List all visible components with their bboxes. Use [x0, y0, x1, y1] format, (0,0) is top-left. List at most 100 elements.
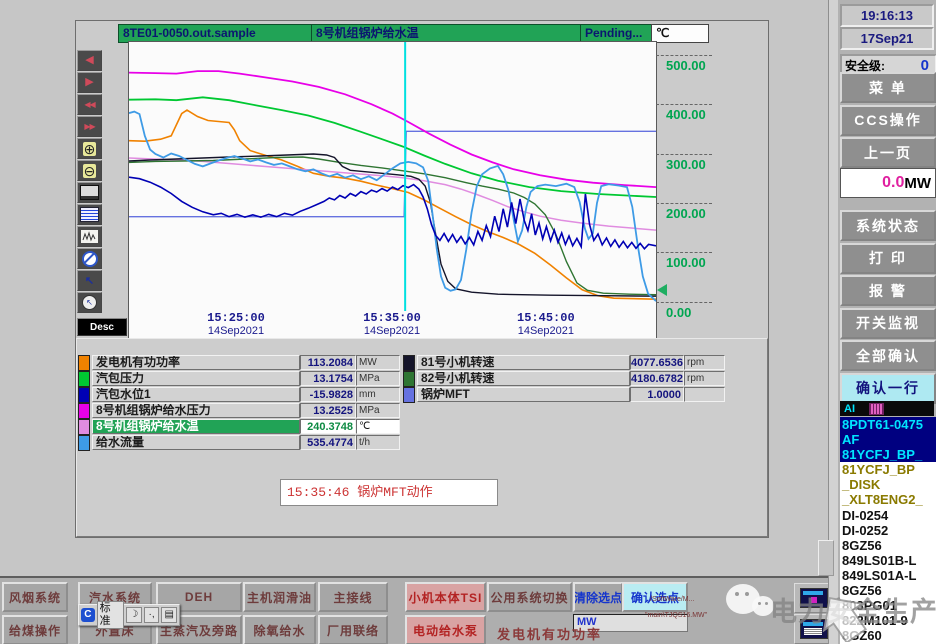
sidebar-button[interactable]: 全部确认: [840, 340, 936, 371]
legend-label[interactable]: 给水流量: [92, 435, 300, 450]
sidebar-handle[interactable]: [818, 540, 834, 576]
left-arrow-icon: ◀: [85, 54, 94, 66]
legend-label[interactable]: 8号机组锅炉给水压力: [92, 403, 300, 418]
display-mode-button[interactable]: [77, 182, 102, 203]
alarm-item[interactable]: 849LS01B-L: [842, 552, 917, 568]
legend-row[interactable]: 汽包压力 13.1754 MPa: [78, 371, 400, 387]
y-gridline: [656, 104, 712, 106]
trend-line-7: [129, 110, 656, 302]
fast-forward-button[interactable]: ▶▶: [77, 116, 102, 137]
menu-button[interactable]: 清除选点: [573, 582, 623, 612]
alarm-item[interactable]: 8GZ56: [842, 537, 882, 553]
menu-button[interactable]: 确认选点: [622, 582, 688, 612]
point-path-text: "main\TJQS16.MW": [645, 612, 708, 619]
alarm-item[interactable]: 8GZ60: [842, 628, 882, 644]
alarm-item[interactable]: DI-0252: [842, 522, 889, 538]
alarm-item[interactable]: 822M101-9: [842, 613, 908, 629]
sidebar-button[interactable]: 打 印: [840, 242, 936, 274]
security-level-label: 安全级:: [845, 59, 885, 73]
menu-button[interactable]: 主接线: [318, 582, 388, 612]
alarm-item[interactable]: _DISK: [840, 477, 936, 493]
series-color-chip: [78, 355, 90, 371]
trend-view-button[interactable]: [77, 226, 102, 247]
ime-punct-icon[interactable]: ·,: [143, 607, 160, 623]
pointer-select-button[interactable]: ↖: [77, 292, 102, 313]
y-tick-label: 0.00: [666, 304, 692, 320]
legend-row[interactable]: 给水流量 535.4774 t/h: [78, 435, 400, 451]
sidebar-button[interactable]: 报 警: [840, 275, 936, 306]
menu-button[interactable]: 风烟系统: [2, 582, 68, 612]
sidebar-button[interactable]: CCS操作: [840, 104, 936, 136]
menu-button[interactable]: DEH: [156, 582, 242, 612]
zoom-out-button[interactable]: ⊖: [77, 160, 102, 181]
alarm-item[interactable]: _XLT8ENG2_: [840, 492, 936, 508]
alarm-filter-icon[interactable]: [869, 402, 884, 415]
right-arrow-icon: ▶: [85, 76, 94, 88]
legend-label[interactable]: 82号小机转速: [417, 371, 630, 386]
menu-button[interactable]: 公用系统切换: [487, 582, 572, 612]
menu-button[interactable]: 除氧给水: [243, 615, 316, 644]
legend-row[interactable]: 81号小机转速 4077.6536 rpm: [403, 355, 725, 371]
disable-button[interactable]: [77, 248, 102, 269]
table-view-button[interactable]: [77, 204, 102, 225]
legend-row[interactable]: 8号机组锅炉给水压力 13.2525 MPa: [78, 403, 400, 419]
legend-row[interactable]: 82号小机转速 4180.6782 rpm: [403, 371, 725, 387]
menu-button[interactable]: 厂用联络: [318, 615, 388, 644]
alarm-item[interactable]: 8PDT61-0475: [840, 417, 936, 433]
ime-mode-label[interactable]: 标准: [96, 601, 125, 629]
date-display: 17Sep21: [840, 27, 934, 50]
ime-keyboard-icon[interactable]: ▤: [161, 607, 177, 623]
monitor-icon: [80, 185, 99, 200]
event-message: 15:35:46 锅炉MFT动作: [280, 479, 498, 506]
sidebar-button[interactable]: 开关监视: [840, 307, 936, 339]
y-gridline: [656, 153, 712, 155]
step-back-button[interactable]: ◀: [77, 50, 102, 71]
menu-button[interactable]: 主机润滑油: [243, 582, 316, 612]
y-tick-label: 100.00: [666, 255, 706, 271]
trend-line-3: [129, 70, 656, 188]
point-unit-field[interactable]: MW: [573, 614, 688, 632]
alarm-item[interactable]: 81YCFJ_BP_: [840, 447, 936, 463]
alarm-item[interactable]: 8GZ56: [842, 583, 882, 599]
legend-label[interactable]: 汽包压力: [92, 371, 300, 386]
menu-button[interactable]: 电动给水泵: [405, 615, 486, 644]
load-display: 0.0 MW: [840, 168, 936, 198]
step-forward-button[interactable]: ▶: [77, 72, 102, 93]
legend-label[interactable]: 汽包水位1: [92, 387, 300, 402]
pointer-button[interactable]: ↖: [77, 270, 102, 291]
zoom-in-button[interactable]: ⊕: [77, 138, 102, 159]
alarm-list: 8PDT61-0475 AF 81YCFJ_BP_ 81YCFJ_BP _DISK _XL…: [840, 417, 936, 644]
menu-button[interactable]: 小机本体TSI: [405, 582, 486, 612]
alarm-item[interactable]: AF: [840, 432, 936, 448]
ime-toolbar[interactable]: C 标准 ☽ ·, ▤: [78, 601, 180, 629]
alarm-item[interactable]: 81YCFJ_BP: [840, 462, 936, 478]
alarm-item[interactable]: DI-0254: [842, 507, 889, 523]
sidebar-button[interactable]: 上一页: [840, 137, 936, 168]
sidebar-button[interactable]: 确认一行: [840, 372, 936, 404]
legend-row[interactable]: 锅炉MFT 1.0000: [403, 387, 725, 403]
desc-button[interactable]: Desc: [77, 318, 127, 336]
sidebar-button[interactable]: 菜 单: [840, 72, 936, 103]
alarm-item[interactable]: 803PG01: [842, 598, 897, 614]
menu-button[interactable]: 给煤操作: [2, 615, 68, 644]
legend-label[interactable]: 81号小机转速: [417, 355, 630, 370]
legend-unit: mm: [356, 387, 400, 402]
legend-unit: rpm: [684, 371, 725, 386]
trend-plot[interactable]: [128, 41, 657, 312]
trend-tag-box[interactable]: 8TE01-0050.out.sample: [118, 24, 313, 43]
legend-label[interactable]: 8号机组锅炉给水温: [92, 419, 300, 434]
legend-row[interactable]: 8号机组锅炉给水温 240.3748 ℃: [78, 419, 400, 435]
legend-unit: MPa: [356, 371, 400, 386]
fast-back-button[interactable]: ◀◀: [77, 94, 102, 115]
legend-label[interactable]: 锅炉MFT: [417, 387, 630, 402]
sidebar: 19:16:13 17Sep21 安全级: 0 菜 单 CCS操作 上一页 0.0 …: [838, 0, 936, 644]
ime-logo-icon[interactable]: C: [81, 608, 95, 622]
legend-row[interactable]: 发电机有功功率 113.2084 MW: [78, 355, 400, 371]
alarm-item[interactable]: 849LS01A-L: [842, 567, 917, 583]
security-level-value: 0: [920, 57, 929, 74]
ime-fullwidth-icon[interactable]: ☽: [126, 607, 142, 623]
screen-switch-button-1[interactable]: [794, 583, 834, 613]
legend-label[interactable]: 发电机有功功率: [92, 355, 300, 370]
legend-row[interactable]: 汽包水位1 -15.9828 mm: [78, 387, 400, 403]
sidebar-button[interactable]: 系统状态: [840, 210, 936, 241]
